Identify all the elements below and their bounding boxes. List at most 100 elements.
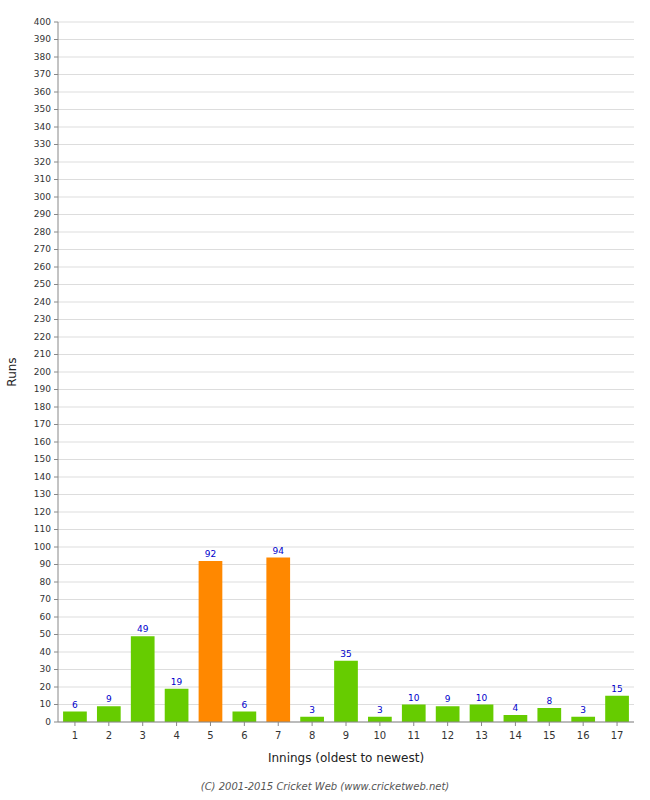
- y-tick-label: 210: [34, 349, 51, 359]
- data-label: 6: [241, 700, 247, 710]
- y-tick: [54, 407, 58, 408]
- x-tick-label: 10: [374, 730, 387, 741]
- data-label: 92: [205, 549, 216, 559]
- y-tick: [54, 302, 58, 303]
- y-tick-label: 0: [45, 717, 51, 727]
- bars: [63, 558, 629, 723]
- grid-line: [58, 617, 634, 618]
- y-tick: [54, 57, 58, 58]
- grid-line: [58, 197, 634, 198]
- y-tick: [54, 669, 58, 670]
- y-tick: [54, 197, 58, 198]
- grid-line: [58, 372, 634, 373]
- y-tick-label: 20: [40, 682, 52, 692]
- grid-line: [58, 547, 634, 548]
- bar: [63, 712, 87, 723]
- grid-line: [58, 337, 634, 338]
- y-tick-label: 320: [34, 157, 51, 167]
- y-tick: [54, 267, 58, 268]
- grid-line: [58, 267, 634, 268]
- y-tick-label: 120: [34, 507, 51, 517]
- x-tick: [379, 722, 380, 726]
- grid-line: [58, 214, 634, 215]
- y-tick: [54, 162, 58, 163]
- y-tick: [54, 22, 58, 23]
- x-tick-label: 1: [72, 730, 78, 741]
- y-tick: [54, 442, 58, 443]
- bar: [436, 706, 460, 722]
- y-tick-label: 280: [34, 227, 51, 237]
- y-tick-label: 400: [34, 17, 51, 27]
- data-label: 94: [273, 546, 285, 556]
- x-tick-label: 9: [343, 730, 349, 741]
- x-tick-label: 16: [577, 730, 590, 741]
- bar: [504, 715, 528, 722]
- grid-line: [58, 39, 634, 40]
- x-tick: [346, 722, 347, 726]
- x-tick: [549, 722, 550, 726]
- data-label: 3: [309, 705, 315, 715]
- y-tick: [54, 459, 58, 460]
- x-tick: [210, 722, 211, 726]
- grid-line: [58, 389, 634, 390]
- data-label: 10: [476, 693, 488, 703]
- grid-line: [58, 442, 634, 443]
- data-label: 35: [340, 649, 351, 659]
- y-tick: [54, 144, 58, 145]
- y-tick-label: 70: [40, 594, 52, 604]
- y-tick-label: 130: [34, 489, 51, 499]
- y-tick: [54, 354, 58, 355]
- y-tick: [54, 372, 58, 373]
- y-tick: [54, 722, 58, 723]
- chart: 6949199269433531091048315010203040506070…: [0, 0, 650, 800]
- grid-line: [58, 179, 634, 180]
- grid-line: [58, 57, 634, 58]
- grid-line: [58, 354, 634, 355]
- y-tick-label: 390: [34, 34, 51, 44]
- y-tick-label: 380: [34, 52, 51, 62]
- y-tick-label: 220: [34, 332, 51, 342]
- x-tick: [278, 722, 279, 726]
- x-tick: [413, 722, 414, 726]
- x-tick: [312, 722, 313, 726]
- y-tick: [54, 214, 58, 215]
- grid-line: [58, 407, 634, 408]
- grid-line: [58, 319, 634, 320]
- bar: [571, 717, 595, 722]
- y-tick: [54, 634, 58, 635]
- bar: [537, 708, 561, 722]
- grid-line: [58, 424, 634, 425]
- bar: [368, 717, 392, 722]
- grid: [58, 22, 634, 722]
- grid-line: [58, 22, 634, 23]
- y-tick-label: 240: [34, 297, 51, 307]
- copyright: (C) 2001-2015 Cricket Web (www.cricketwe…: [201, 781, 450, 792]
- y-tick: [54, 477, 58, 478]
- y-tick-label: 290: [34, 209, 51, 219]
- x-tick: [108, 722, 109, 726]
- y-tick: [54, 127, 58, 128]
- grid-line: [58, 529, 634, 530]
- x-tick: [481, 722, 482, 726]
- y-tick: [54, 529, 58, 530]
- y-tick-label: 170: [34, 419, 51, 429]
- y-tick: [54, 564, 58, 565]
- data-labels: 6949199269433531091048315: [72, 546, 623, 715]
- y-tick: [54, 424, 58, 425]
- y-tick: [54, 704, 58, 705]
- y-tick-label: 250: [34, 279, 51, 289]
- y-tick: [54, 512, 58, 513]
- grid-line: [58, 92, 634, 93]
- grid-line: [58, 302, 634, 303]
- x-tick-label: 12: [441, 730, 454, 741]
- x-tick-label: 17: [611, 730, 624, 741]
- x-tick: [142, 722, 143, 726]
- x-tick-label: 14: [509, 730, 522, 741]
- data-label: 19: [171, 677, 183, 687]
- y-tick-label: 230: [34, 314, 51, 324]
- data-label: 4: [513, 703, 519, 713]
- bar: [334, 661, 358, 722]
- x-tick-label: 5: [207, 730, 213, 741]
- grid-line: [58, 512, 634, 513]
- y-tick: [54, 74, 58, 75]
